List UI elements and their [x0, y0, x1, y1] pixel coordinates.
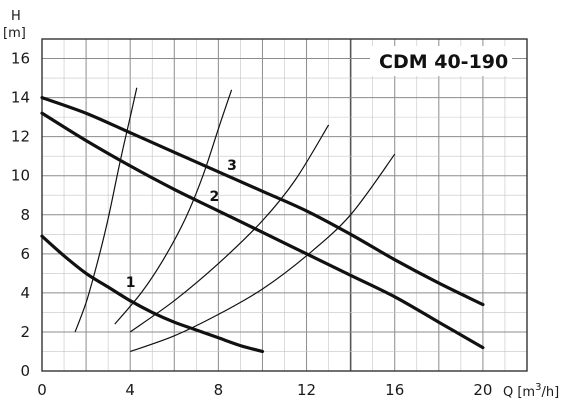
x-tick-labels: 0 4 8 12 16 20 — [37, 381, 492, 399]
plot-frame — [41, 38, 528, 372]
y-tick-label: 12 — [11, 128, 30, 146]
title-backdrop — [370, 46, 512, 76]
y-axis-unit: [m] — [3, 26, 26, 41]
x-tick-label: 8 — [214, 381, 224, 399]
pump-curves — [40, 96, 485, 354]
y-tick-label: 2 — [20, 323, 30, 341]
x-tick-label: 12 — [297, 381, 316, 399]
y-tick-labels: 0 2 4 6 8 10 12 14 16 — [11, 50, 30, 380]
x-tick-label: 20 — [473, 381, 492, 399]
pump-curve-1 — [40, 234, 265, 354]
y-tick-label: 14 — [11, 89, 30, 107]
curve-label-3: 3 — [227, 158, 237, 174]
y-tick-label: 10 — [11, 167, 30, 185]
system-curve — [129, 153, 396, 353]
chart-title: CDM 40-190 — [379, 51, 508, 73]
x-tick-label: 4 — [125, 381, 135, 399]
y-tick-label: 8 — [20, 206, 30, 224]
y-axis-letter: H — [11, 9, 21, 24]
pump-curve-3 — [40, 96, 485, 307]
plot-border — [41, 38, 528, 372]
x-axis-unit: Q [m3/h] — [503, 382, 559, 400]
system-curve — [114, 89, 233, 325]
y-tick-label: 0 — [20, 362, 30, 380]
x-tick-label: 16 — [385, 381, 404, 399]
curve-label-2: 2 — [210, 189, 220, 205]
x-axis-unit-suffix: /h] — [541, 385, 559, 400]
y-tick-label: 4 — [20, 284, 30, 302]
system-curve — [74, 87, 138, 333]
system-curve — [129, 124, 330, 333]
system-curves — [74, 87, 396, 353]
x-tick-label: 0 — [37, 381, 47, 399]
x-axis-unit-prefix: Q [m — [503, 385, 535, 400]
y-tick-label: 16 — [11, 50, 30, 68]
y-tick-label: 6 — [20, 245, 30, 263]
curve-label-1: 1 — [126, 275, 136, 291]
curve-labels: 1 23 — [126, 158, 237, 291]
x-axis-unit-sup: 3 — [535, 382, 541, 393]
pump-curve-2 — [40, 111, 485, 350]
grid — [41, 38, 528, 372]
